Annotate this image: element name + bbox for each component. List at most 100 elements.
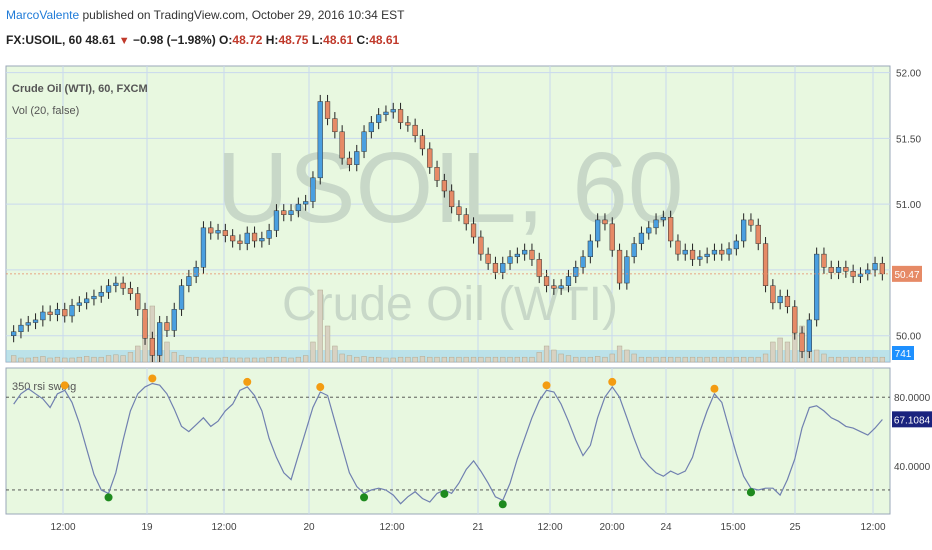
time-axis-label: 12:00 [537,522,562,533]
volume-bar [390,357,396,363]
candle-body [682,249,688,255]
volume-bar [821,353,827,363]
volume-bar [682,356,688,363]
volume-bar [470,356,477,363]
candle-body [135,293,141,310]
candle-body [675,240,681,255]
swing-high-marker [148,374,157,383]
candle-body [354,151,360,165]
volume-indicator-label: Vol (20, false) [12,105,79,117]
volume-bar [762,353,769,363]
volume-bar [828,356,834,363]
candle-body [186,276,192,286]
volume-bar [113,354,119,363]
candle-body [587,240,593,258]
price-pane[interactable]: USOIL, 60 Crude Oil (WTI) Crude Oil (WTI),… [5,65,922,363]
volume-bar [573,356,579,363]
volume-bar [324,325,331,363]
volume-bar [281,356,287,363]
volume-bar [580,356,586,363]
oscillator-pane[interactable]: 350 rsi swing 80.0000 40.0000 67.1084 [5,367,932,515]
candle-body [697,256,703,260]
volume-bar [25,357,31,363]
volume-bar [879,356,885,363]
candle-body [543,276,550,286]
candle-body [434,167,440,181]
swing-high-marker [243,377,252,386]
candle-body [660,217,666,221]
candle-body [573,267,579,277]
volume-bar [857,356,864,363]
chart-area[interactable]: USOIL, 60 Crude Oil (WTI) Crude Oil (WTI),… [0,62,932,550]
volume-bar [653,356,659,363]
volume-bar [135,345,141,363]
candle-body [62,309,68,317]
volume-bar [193,356,199,363]
candle-body [98,292,104,297]
watermark-symbol: USOIL, 60 [217,132,684,244]
volume-bar [288,357,294,363]
publish-line: MarcoValente published on TradingView.co… [6,8,404,22]
time-axis[interactable]: 12:00 19 12:00 20 12:00 21 12:00 20:00 24 15:00 25… [50,522,885,533]
candle-body [514,253,520,258]
candle-body [609,223,615,251]
candle-body [485,253,491,264]
volume-bar [383,357,389,363]
candle-body [456,206,462,215]
swing-high-marker [542,381,551,390]
volume-bar [397,356,404,363]
candle-body [631,243,637,258]
candle-body [84,298,90,304]
candle-body [449,190,455,208]
volume-bar [770,341,776,363]
candle-body [872,263,878,271]
volume-bar [551,349,557,363]
volume-bar [835,356,842,363]
volume-bar [84,356,90,363]
osc-axis-label: 80.0000 [894,393,931,404]
volume-bar [230,357,236,363]
candle-body [492,263,499,273]
volume-bar [507,356,513,363]
swing-low-marker [440,489,449,498]
candle-body [222,230,228,236]
volume-bar [47,357,53,363]
candle-body [346,157,353,165]
volume-bar [711,356,718,363]
volume-bar [40,356,46,363]
volume-bar [850,356,856,363]
volume-bar [361,356,367,363]
volume-bar [120,355,126,363]
volume-bar [536,352,542,363]
volume-bar [675,356,681,363]
volume-bar [91,356,97,363]
volume-bar [200,357,207,363]
oscillator-line [13,382,883,505]
volume-bar [602,356,608,363]
volume-bar [405,356,411,363]
volume-bar [18,357,24,363]
author-link[interactable]: MarcoValente [6,8,80,22]
volume-bar [215,357,221,363]
candle-body [806,319,812,352]
swing-high-marker [608,377,617,386]
volume-bar [339,353,345,363]
chart-header: MarcoValente published on TradingView.co… [0,0,932,62]
candle-body [522,249,528,255]
volume-bar [186,356,192,363]
volume-bar [237,357,243,363]
candle-body [529,249,535,260]
volume-bar [463,356,469,363]
volume-bar [368,356,374,363]
volume-bar [478,356,484,363]
candle-body [595,219,601,242]
volume-bar [668,356,674,363]
volume-bar [332,345,338,363]
candle-body [689,249,696,260]
candle-body [857,273,864,277]
volume-bar [565,355,572,363]
volume-bar [303,355,309,363]
volume-bar [624,349,630,363]
candle-body [792,306,798,334]
candle-body [646,227,652,234]
